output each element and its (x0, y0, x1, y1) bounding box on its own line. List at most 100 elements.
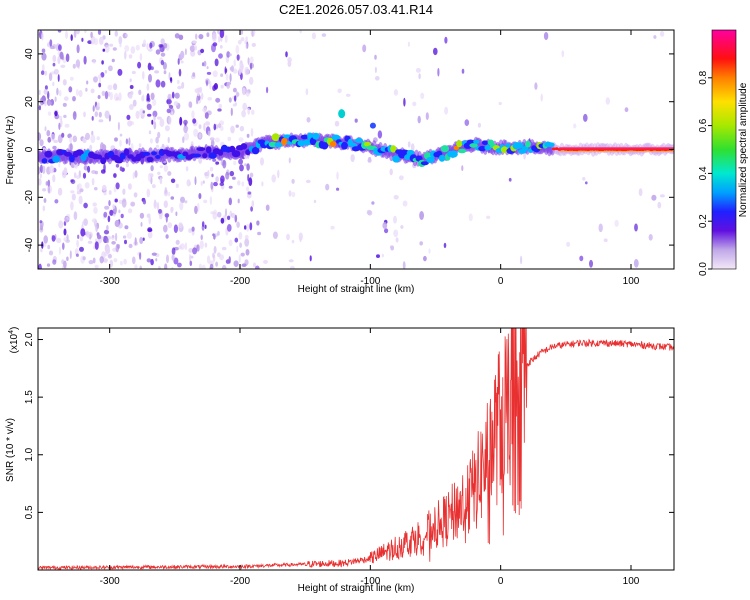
noise-speck (285, 51, 288, 58)
noise-speck (238, 254, 241, 263)
noise-speck (155, 49, 161, 55)
noise-speck (160, 52, 166, 57)
noise-speck (230, 125, 235, 134)
ridge-core (420, 161, 429, 166)
noise-speck (190, 50, 196, 57)
spectrogram-noise (38, 30, 665, 269)
noise-speck (151, 119, 154, 125)
noise-speck (113, 258, 118, 263)
ridge-core (331, 134, 341, 141)
noise-speck (236, 54, 240, 61)
noise-speck (54, 96, 57, 102)
colorbar-tick-label: 0.6 (698, 118, 709, 132)
noise-speck (99, 256, 104, 264)
noise-speck (241, 110, 247, 118)
noise-speck (213, 233, 216, 240)
noise-speck (288, 190, 292, 197)
noise-speck (42, 188, 47, 192)
noise-speck (181, 81, 185, 89)
noise-speck (57, 56, 61, 65)
noise-speck (573, 123, 577, 129)
noise-speck (51, 235, 56, 242)
noise-speck (105, 247, 111, 255)
noise-speck (150, 165, 154, 172)
noise-speck (251, 109, 255, 115)
noise-speck (189, 45, 195, 52)
noise-speck (210, 181, 214, 190)
noise-speck (152, 99, 157, 106)
y-multiplier: (x104) (8, 327, 20, 354)
noise-speck (165, 234, 169, 239)
ridge-core (208, 152, 217, 159)
noise-speck (75, 88, 79, 97)
noise-speck (38, 105, 42, 111)
noise-speck (377, 130, 383, 139)
noise-speck (163, 224, 168, 233)
noise-speck (201, 92, 204, 100)
noise-speck (98, 82, 102, 88)
noise-speck (226, 82, 231, 89)
noise-speck (150, 92, 155, 101)
noise-speck (196, 96, 199, 105)
noise-speck (182, 136, 185, 144)
noise-speck (203, 199, 208, 204)
x-tick-label: -300 (100, 276, 120, 287)
noise-speck (245, 223, 250, 232)
noise-speck (92, 105, 95, 112)
noise-speck (46, 130, 51, 137)
noise-speck (149, 42, 153, 49)
noise-speck (142, 94, 145, 102)
noise-speck (245, 43, 248, 49)
noise-speck (128, 54, 133, 59)
noise-speck (603, 238, 608, 242)
ridge-core (155, 154, 161, 159)
noise-speck (58, 246, 62, 255)
noise-speck (230, 107, 233, 117)
noise-speck (198, 193, 202, 200)
noise-speck (109, 91, 114, 101)
noise-speck (48, 72, 53, 81)
noise-speck (229, 73, 232, 83)
noise-speck (191, 226, 195, 232)
noise-speck (221, 264, 227, 269)
noise-speck (98, 77, 101, 84)
noise-speck (468, 213, 473, 222)
noise-speck (52, 145, 57, 150)
noise-speck (124, 45, 130, 52)
snr-series-line (38, 328, 674, 570)
noise-speck (126, 114, 131, 120)
noise-speck (213, 209, 217, 215)
noise-speck (215, 261, 219, 267)
noise-speck (179, 201, 184, 211)
noise-speck (374, 54, 377, 60)
noise-speck (177, 85, 182, 90)
noise-speck (225, 73, 229, 81)
noise-speck (146, 93, 150, 102)
ridge-core (146, 156, 154, 163)
noise-speck (60, 64, 66, 69)
noise-speck (175, 239, 180, 245)
noise-speck (96, 234, 102, 240)
noise-speck (139, 252, 142, 260)
noise-speck (215, 161, 220, 165)
bottom-y-axis: 0.5 1.0 1.5 2.0 (24, 332, 674, 519)
noise-speck (425, 112, 429, 120)
colorbar-axis: 0.0 0.2 0.4 0.6 0.8 (698, 70, 712, 276)
noise-speck (212, 70, 218, 78)
noise-speck (160, 80, 166, 88)
noise-speck (104, 110, 110, 119)
noise-speck (238, 232, 243, 240)
noise-speck (130, 201, 136, 207)
noise-speck (272, 231, 278, 239)
noise-speck (250, 206, 254, 212)
x-tick-label: 0 (498, 576, 504, 587)
noise-speck (135, 110, 140, 119)
noise-speck (61, 132, 65, 138)
noise-speck (220, 73, 224, 77)
noise-speck (39, 173, 42, 179)
noise-speck (152, 184, 156, 189)
ridge-core (151, 151, 157, 156)
noise-speck (185, 166, 189, 172)
noise-speck (194, 205, 198, 215)
noise-speck (58, 220, 64, 229)
